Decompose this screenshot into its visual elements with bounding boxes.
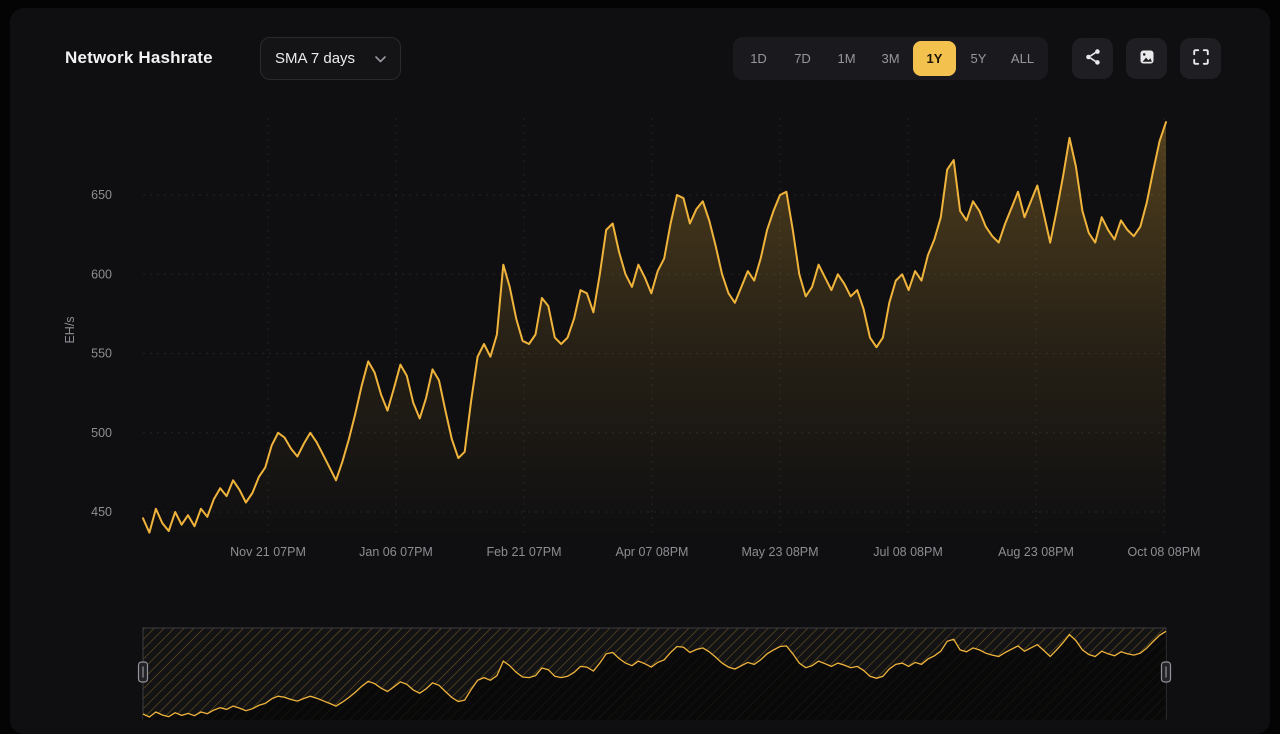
svg-text:Jul 08 08PM: Jul 08 08PM: [873, 545, 942, 559]
navigator[interactable]: [137, 627, 1172, 720]
fullscreen-icon: [1192, 48, 1210, 69]
fullscreen-button[interactable]: [1180, 38, 1221, 79]
y-axis-title: EH/s: [63, 316, 77, 343]
svg-text:Aug 23 08PM: Aug 23 08PM: [998, 545, 1074, 559]
sma-selector-label: SMA 7 days: [275, 50, 356, 67]
svg-text:Nov 21 07PM: Nov 21 07PM: [230, 545, 306, 559]
x-axis-labels: Nov 21 07PM Jan 06 07PM Feb 21 07PM Apr …: [230, 545, 1200, 559]
hashrate-area: [143, 122, 1166, 537]
range-button-5y[interactable]: 5Y: [957, 41, 1000, 76]
range-button-7d[interactable]: 7D: [781, 41, 824, 76]
navigator-area: [143, 631, 1166, 720]
chevron-down-icon: [375, 50, 386, 68]
svg-text:Oct 08 08PM: Oct 08 08PM: [1128, 545, 1201, 559]
range-button-3m[interactable]: 3M: [869, 41, 912, 76]
range-button-1y[interactable]: 1Y: [913, 41, 956, 76]
image-snapshot-icon: [1138, 48, 1156, 69]
svg-text:Feb 21 07PM: Feb 21 07PM: [486, 545, 561, 559]
svg-text:650: 650: [91, 188, 112, 202]
svg-text:May 23 08PM: May 23 08PM: [741, 545, 818, 559]
svg-text:550: 550: [91, 347, 112, 361]
time-range-selector: 1D 7D 1M 3M 1Y 5Y ALL: [733, 37, 1048, 80]
navigator-line: [142, 630, 1167, 718]
range-button-1d[interactable]: 1D: [737, 41, 780, 76]
navigator-left-handle[interactable]: [137, 661, 149, 683]
svg-text:Jan 06 07PM: Jan 06 07PM: [359, 545, 433, 559]
hashrate-line: [142, 121, 1167, 534]
y-axis-labels: 650 600 550 500 450: [91, 188, 112, 519]
svg-text:600: 600: [91, 267, 112, 281]
share-icon: [1084, 48, 1102, 69]
navigator-right-handle[interactable]: [1160, 661, 1172, 683]
svg-text:500: 500: [91, 426, 112, 440]
svg-text:450: 450: [91, 505, 112, 519]
snapshot-button[interactable]: [1126, 38, 1167, 79]
page-title: Network Hashrate: [65, 48, 213, 67]
range-button-all[interactable]: ALL: [1001, 41, 1044, 76]
sma-selector[interactable]: SMA 7 days: [260, 37, 401, 80]
range-button-1m[interactable]: 1M: [825, 41, 868, 76]
svg-text:Apr 07 08PM: Apr 07 08PM: [616, 545, 689, 559]
share-button[interactable]: [1072, 38, 1113, 79]
